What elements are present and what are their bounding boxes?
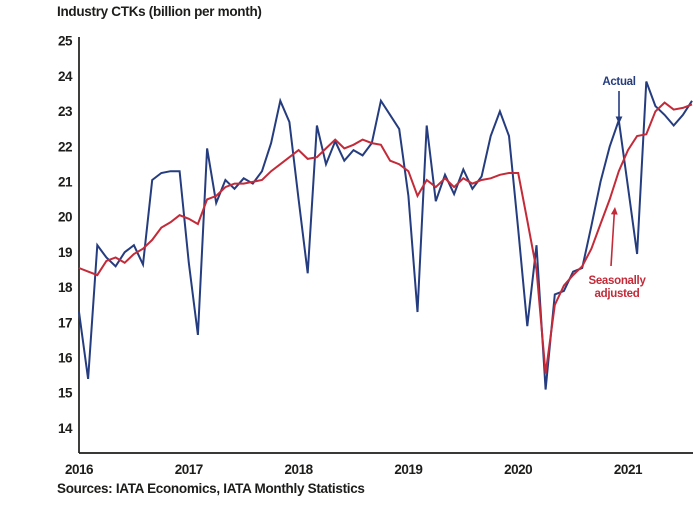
- seasonally-adjusted-series-label-line2: adjusted: [595, 288, 640, 300]
- y-tick-label: 19: [58, 245, 72, 260]
- y-tick-label: 25: [58, 34, 73, 49]
- y-tick-label: 20: [58, 210, 72, 225]
- y-tick-label: 16: [58, 351, 73, 366]
- x-tick-label: 2018: [285, 462, 314, 477]
- chart-title: Industry CTKs (billion per month): [57, 4, 262, 19]
- x-tick-label: 2016: [65, 462, 94, 477]
- x-tick-label: 2021: [614, 462, 643, 477]
- y-axis-tick-labels: 14 15 16 17 18 19 20 21 22 23 24 25: [58, 34, 74, 436]
- seasonally-adjusted-series-label-line1: Seasonally: [588, 275, 646, 287]
- seasonally-adjusted-arrow-icon: [610, 207, 618, 267]
- x-tick-label: 2020: [504, 462, 532, 477]
- y-tick-label: 17: [58, 315, 72, 330]
- actual-series-label: Actual: [602, 76, 635, 88]
- y-tick-label: 18: [58, 280, 73, 295]
- x-tick-label: 2019: [394, 462, 422, 477]
- x-axis-tick-labels: 2016 2017 2018 2019 2020 2021: [65, 462, 643, 477]
- y-tick-label: 22: [58, 139, 72, 154]
- data-series: [78, 81, 693, 390]
- y-tick-label: 23: [58, 104, 73, 119]
- x-tick-label: 2017: [175, 462, 203, 477]
- series-line-actual: [78, 81, 693, 390]
- y-tick-label: 14: [58, 421, 73, 436]
- actual-arrow-icon: [615, 91, 623, 124]
- series-line-seasonally-adjusted: [78, 101, 693, 374]
- y-tick-label: 15: [58, 386, 73, 401]
- source-note: Sources: IATA Economics, IATA Monthly St…: [57, 481, 365, 496]
- y-tick-label: 24: [58, 69, 73, 84]
- y-tick-label: 21: [58, 175, 73, 190]
